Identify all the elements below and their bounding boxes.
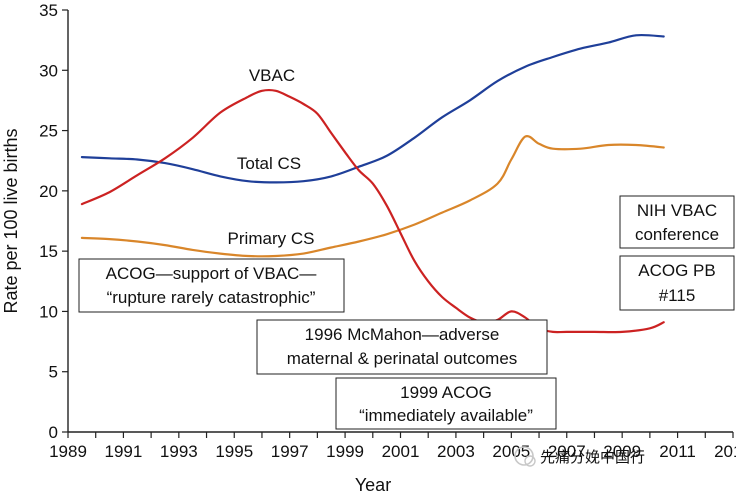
annotation-line: ACOG—support of VBAC— xyxy=(106,264,317,283)
annotation-line: maternal & perinatal outcomes xyxy=(287,349,518,368)
x-tick-label: 1997 xyxy=(271,442,309,461)
x-axis-ticks: 1989 1991 1993 1995 1997 1999 2001 2003 2005 2007… xyxy=(49,432,736,461)
y-tick-label: 10 xyxy=(39,302,58,321)
annotation-box xyxy=(619,195,735,249)
x-tick-label: 2005 xyxy=(492,442,530,461)
x-tick-label: 2013 xyxy=(714,442,736,461)
series-label-vbac: VBAC xyxy=(249,66,295,85)
annotation-nih-vbac-conference: NIH VBAC conference xyxy=(619,195,735,249)
x-tick-label: 2011 xyxy=(659,442,696,461)
series-line-total-cs xyxy=(80,33,665,184)
annotation-box xyxy=(78,258,345,313)
annotation-acog-pb-115: ACOG PB #115 xyxy=(619,255,735,311)
annotation-box xyxy=(335,377,557,430)
y-tick-label: 35 xyxy=(39,1,58,20)
x-tick-label: 2001 xyxy=(382,442,420,461)
watermark: 先痛分娩中国行 xyxy=(514,446,645,467)
y-tick-label: 5 xyxy=(49,363,58,382)
annotation-line: conference xyxy=(635,225,719,244)
x-tick-label: 1993 xyxy=(160,442,198,461)
x-tick-label: 2009 xyxy=(603,442,641,461)
annotation-line: “immediately available” xyxy=(359,406,533,425)
annotation-line: ACOG PB xyxy=(638,261,715,280)
watermark-icon xyxy=(514,446,534,466)
annotation-acog-1999: 1999 ACOG “immediately available” xyxy=(335,377,557,430)
series-line-primary-cs xyxy=(80,134,665,258)
y-tick-label: 30 xyxy=(39,61,58,80)
annotation-line: NIH VBAC xyxy=(637,201,717,220)
y-tick-label: 25 xyxy=(39,122,58,141)
annotation-line: 1996 McMahon—adverse xyxy=(305,325,500,344)
series-label-primary-cs: Primary CS xyxy=(228,229,315,248)
annotation-line: “rupture rarely catastrophic” xyxy=(107,288,316,307)
watermark-text: 先痛分娩中国行 xyxy=(540,449,645,466)
x-axis-title: Year xyxy=(355,475,391,495)
annotation-line: 1999 ACOG xyxy=(400,383,492,402)
annotation-box xyxy=(256,319,548,375)
series-label-total-cs: Total CS xyxy=(237,154,301,173)
annotation-mcmahon-1996: 1996 McMahon—adverse maternal & perinata… xyxy=(256,319,548,375)
x-tick-label: 1995 xyxy=(215,442,253,461)
watermark-icon-dot xyxy=(524,455,536,467)
annotation-acog-vbac-support: ACOG—support of VBAC— “rupture rarely ca… xyxy=(78,258,345,313)
y-axis-ticks: 0 5 10 15 20 25 30 35 xyxy=(39,1,68,442)
y-tick-label: 15 xyxy=(39,242,58,261)
annotation-line: #115 xyxy=(659,286,696,305)
y-tick-label: 20 xyxy=(39,182,58,201)
x-tick-label: 2003 xyxy=(437,442,475,461)
x-tick-label: 1999 xyxy=(326,442,364,461)
y-axis-title: Rate per 100 live births xyxy=(1,128,21,313)
y-tick-label: 0 xyxy=(49,423,58,442)
x-tick-label: 1991 xyxy=(105,442,143,461)
annotation-box xyxy=(619,255,735,311)
x-tick-label: 1989 xyxy=(49,442,87,461)
x-tick-label: 2007 xyxy=(548,442,586,461)
